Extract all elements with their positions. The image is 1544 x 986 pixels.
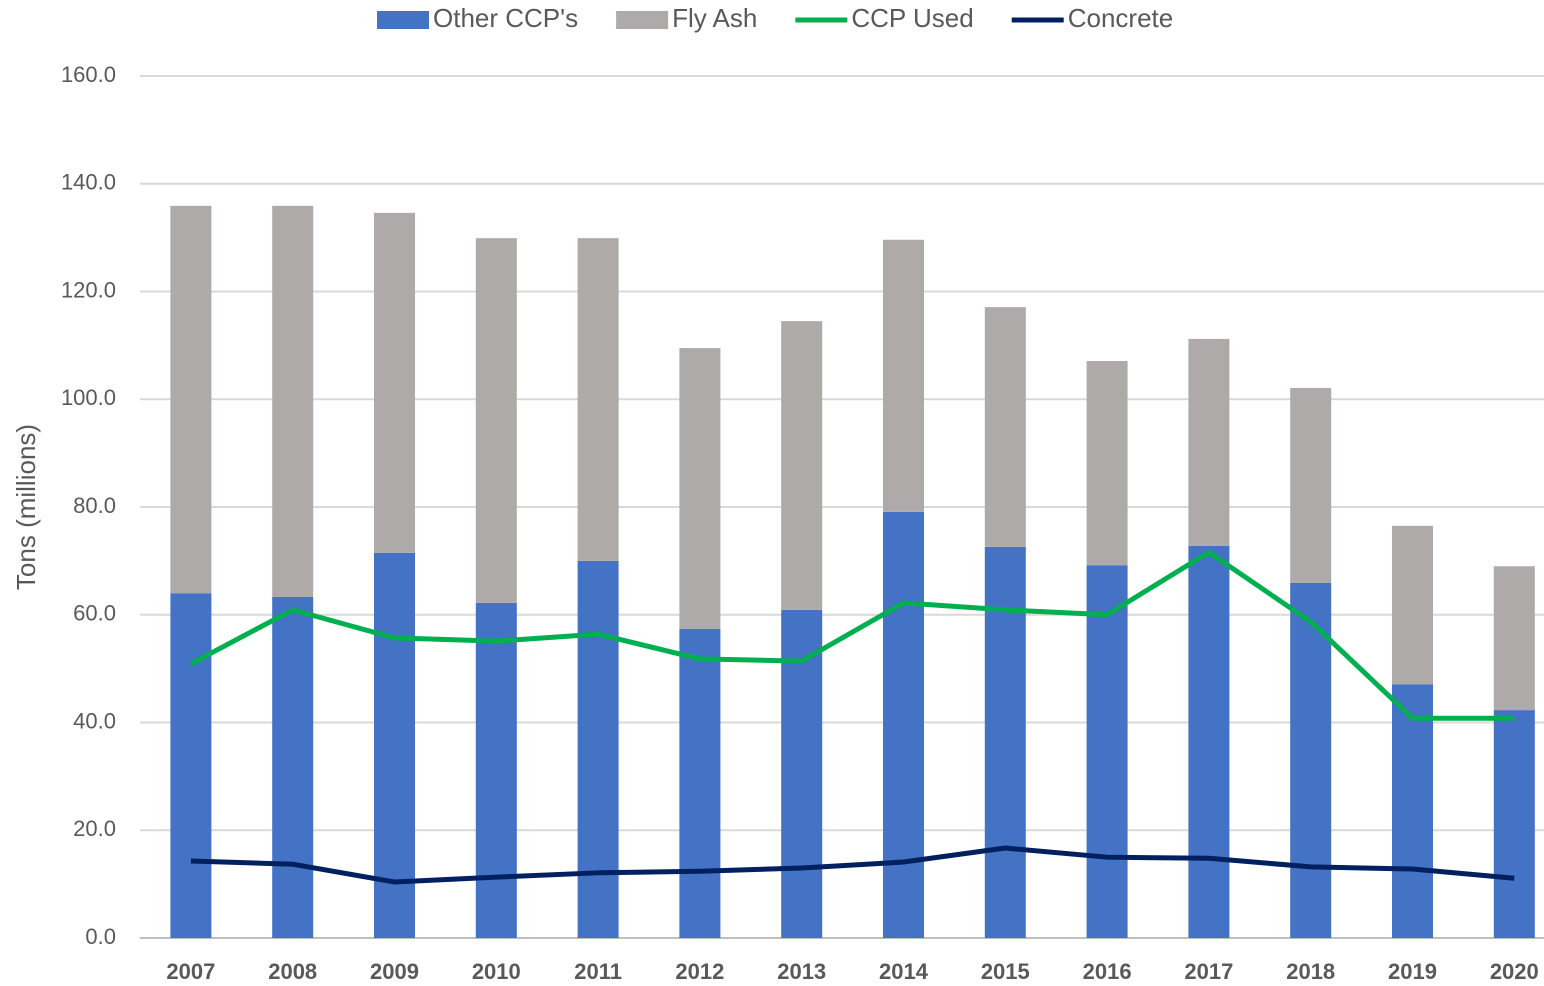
y-axis-label: Tons (millions) (11, 424, 41, 590)
x-tick-label: 2012 (675, 959, 724, 984)
x-tick-label: 2017 (1184, 959, 1233, 984)
bar (1188, 545, 1230, 938)
legend-label: CCP Used (851, 3, 973, 33)
legend-label: Fly Ash (672, 3, 757, 33)
x-tick-label: 2010 (472, 959, 521, 984)
bar (679, 348, 721, 629)
bar (883, 239, 924, 512)
legend-label: Concrete (1068, 3, 1174, 33)
bar (1493, 566, 1535, 711)
bar (374, 212, 415, 553)
bar (883, 511, 924, 938)
x-tick-label: 2009 (370, 959, 419, 984)
x-tick-label: 2007 (166, 959, 215, 984)
bar (984, 307, 1026, 547)
bar (272, 596, 314, 938)
bar (1290, 387, 1332, 583)
bar (1392, 525, 1433, 685)
x-tick-label: 2020 (1490, 959, 1539, 984)
legend-swatch (616, 11, 669, 29)
bar (984, 546, 1026, 938)
bar (1086, 360, 1128, 566)
bar (170, 593, 212, 938)
y-tick-label: 100.0 (61, 385, 116, 410)
y-tick-label: 60.0 (73, 601, 116, 626)
bar (577, 238, 619, 561)
x-tick-label: 2008 (268, 959, 317, 984)
bar (475, 238, 517, 603)
x-tick-label: 2014 (879, 959, 929, 984)
y-tick-label: 120.0 (61, 277, 116, 302)
bar (475, 602, 517, 938)
x-tick-label: 2013 (777, 959, 826, 984)
bar (577, 560, 619, 938)
legend-swatch (377, 11, 429, 29)
bar (1290, 582, 1332, 938)
y-tick-label: 160.0 (61, 62, 116, 87)
x-tick-label: 2016 (1083, 959, 1132, 984)
y-tick-label: 40.0 (73, 708, 116, 733)
x-tick-label: 2018 (1286, 959, 1335, 984)
bar (1188, 338, 1230, 546)
y-tick-label: 20.0 (73, 816, 116, 841)
bar (781, 609, 823, 938)
bar (1392, 684, 1433, 938)
y-tick-label: 140.0 (61, 170, 116, 195)
bar (1086, 565, 1128, 938)
line (189, 549, 1515, 721)
legend-label: Other CCP's (433, 3, 578, 33)
bar (170, 205, 212, 594)
x-tick-label: 2011 (574, 959, 622, 984)
bar (1493, 710, 1535, 938)
x-tick-label: 2019 (1388, 959, 1437, 984)
line (190, 845, 1515, 885)
bar (374, 552, 415, 938)
y-tick-label: 80.0 (73, 493, 116, 518)
bar (272, 205, 314, 597)
x-tick-label: 2015 (981, 959, 1030, 984)
y-tick-label: 0.0 (85, 924, 116, 949)
bar (679, 628, 721, 938)
bar (781, 321, 823, 610)
